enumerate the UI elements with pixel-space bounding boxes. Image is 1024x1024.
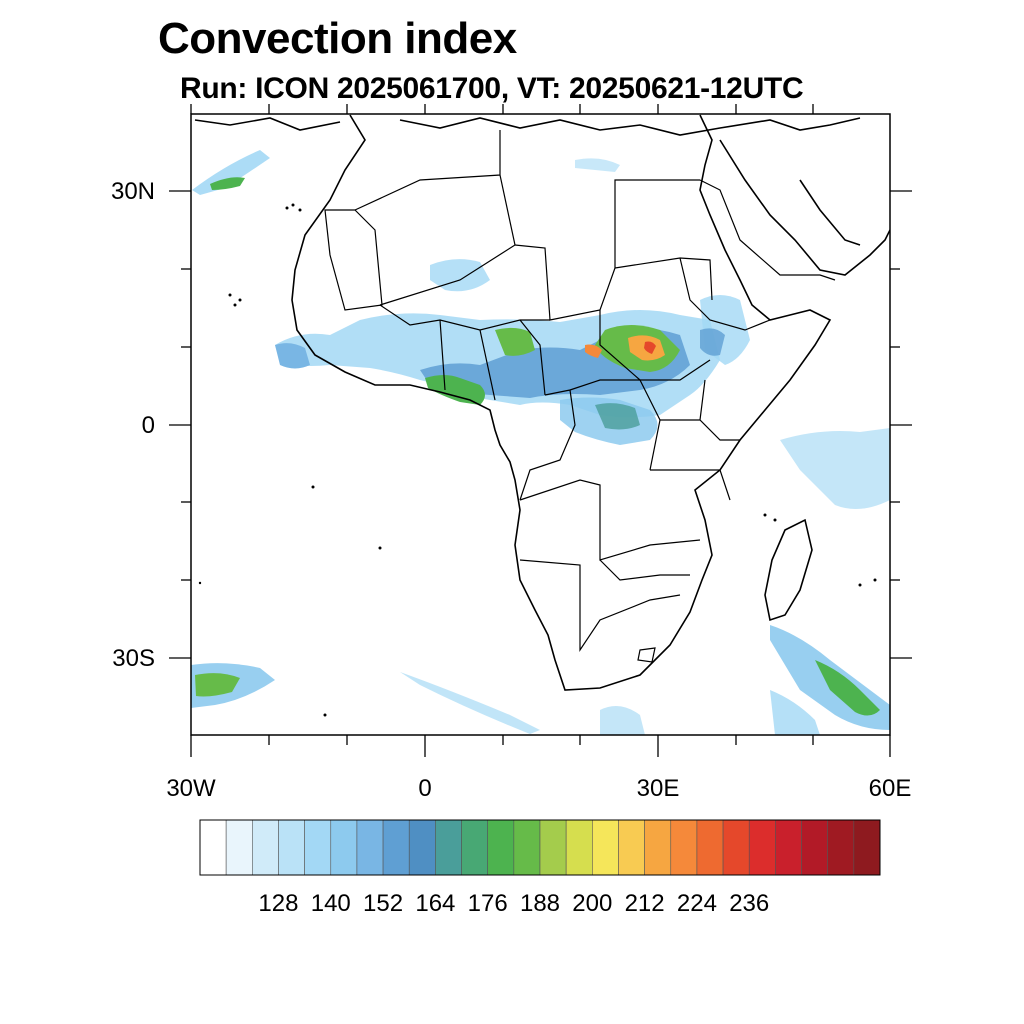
- colorbar-box-2: [252, 819, 279, 876]
- colorbar-box-0: [199, 819, 227, 876]
- colorbar-box-9: [435, 819, 462, 876]
- map-title: Convection index: [158, 14, 517, 63]
- field-senegal: [275, 343, 310, 369]
- colorbar-box-15: [592, 819, 619, 876]
- colorbar-box-18: [670, 819, 698, 876]
- colorbar-box-3: [278, 819, 305, 876]
- field-sahel-orange: [585, 344, 602, 358]
- colorbar-label-6: 200: [572, 890, 613, 917]
- field-nigeria-green: [495, 327, 535, 356]
- colorbar-box-13: [539, 819, 567, 876]
- colorbar-label-1: 140: [310, 890, 351, 917]
- convection-field: [191, 150, 890, 735]
- field-niger-n: [430, 259, 490, 292]
- colorbar-label-4: 176: [467, 890, 508, 917]
- colorbar-label-0: 128: [258, 890, 299, 917]
- colorbar-label-9: 236: [729, 890, 770, 917]
- lon-label-60e: 60E: [868, 775, 912, 802]
- field-indian-east: [780, 428, 890, 509]
- colorbar-label-8: 224: [676, 890, 717, 917]
- colorbar-box-23: [801, 819, 828, 876]
- axis-ticks: [169, 104, 912, 757]
- colorbar-box-7: [382, 819, 410, 876]
- field-southeast-core: [815, 660, 880, 716]
- field-south-bottom2: [600, 706, 645, 735]
- field-south-atlantic-core: [195, 673, 240, 697]
- lon-label-30e: 30E: [636, 775, 680, 802]
- field-south-bottom: [770, 690, 820, 735]
- colorbar-label-2: 152: [363, 890, 404, 917]
- field-congo-green: [595, 403, 640, 430]
- lat-label-30s: 30S: [112, 645, 155, 672]
- field-south-streak: [400, 672, 540, 734]
- colorbar-box-24: [827, 819, 855, 876]
- field-west-africa-green: [425, 375, 485, 405]
- field-sudan-red: [644, 341, 656, 354]
- colorbar-box-17: [644, 819, 672, 876]
- colorbar-box-6: [356, 819, 384, 876]
- colorbar-box-20: [722, 819, 750, 876]
- field-ethiopia: [700, 328, 725, 356]
- colorbar-box-8: [408, 819, 436, 876]
- colorbar-frame: [199, 819, 881, 876]
- lat-label-0: 0: [141, 412, 155, 439]
- colorbar-box-25: [853, 819, 881, 876]
- coastlines: [194, 114, 890, 691]
- europe-coast: [194, 117, 861, 136]
- colorbar-box-10: [461, 819, 488, 876]
- colorbar-label-5: 188: [519, 890, 561, 917]
- colorbar-box-5: [330, 819, 358, 876]
- colorbar-box-21: [748, 819, 776, 876]
- colorbar-box-12: [513, 819, 541, 876]
- colorbar-box-11: [487, 819, 515, 876]
- colorbar-box-1: [225, 819, 253, 876]
- lat-label-30n: 30N: [110, 178, 155, 205]
- map-subtitle: Run: ICON 2025061700, VT: 20250621-12UTC: [180, 72, 804, 105]
- field-atlantic-north: [192, 150, 270, 195]
- colorbar-box-4: [304, 819, 332, 876]
- colorbar-box-16: [618, 819, 645, 876]
- colorbar: [199, 819, 881, 876]
- africa-coastline: [291, 114, 832, 691]
- field-mediterranean: [575, 158, 620, 172]
- islands: [198, 203, 877, 717]
- colorbar-label-7: 212: [624, 890, 665, 917]
- colorbar-box-22: [775, 819, 802, 876]
- colorbar-label-3: 164: [415, 890, 456, 917]
- caspian-gulf: [799, 179, 861, 246]
- colorbar-box-14: [565, 819, 593, 876]
- arabia-coastline: [719, 139, 890, 276]
- colorbar-box-19: [696, 819, 724, 876]
- madagascar: [764, 518, 813, 622]
- lon-label-30w: 30W: [166, 775, 216, 802]
- field-atlantic-north-core: [210, 177, 245, 190]
- lon-label-0: 0: [418, 775, 432, 802]
- country-borders: [324, 130, 836, 663]
